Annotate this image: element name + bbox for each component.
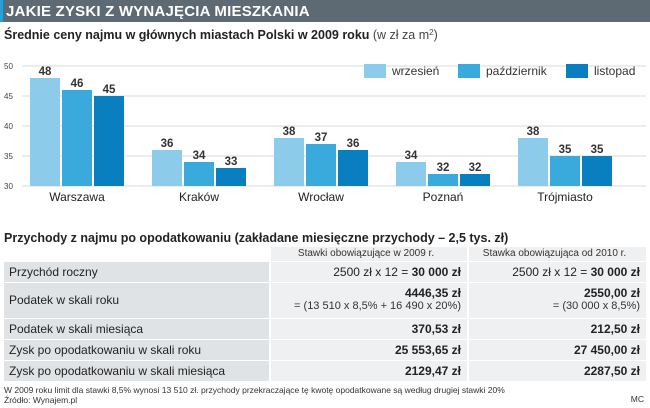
table-title: Przychody z najmu po opodatkowaniu (zakł… bbox=[4, 231, 509, 245]
header-bar: JAKIE ZYSKI Z WYNAJĘCIA MIESZKANIA bbox=[0, 0, 650, 22]
data-label: 34 bbox=[193, 150, 206, 162]
table-row: Zysk po opodatkowaniu w skali miesiąca 2… bbox=[4, 360, 646, 382]
bar bbox=[428, 174, 458, 186]
chart-title-main: Średnie ceny najmu w głównych miastach P… bbox=[4, 28, 370, 42]
cell-2010: 212,50 zł bbox=[467, 318, 646, 340]
legend-swatch bbox=[458, 64, 480, 78]
row-label: Podatek w skali roku bbox=[4, 282, 270, 319]
cell-2009: 2500 zł x 12 = 30 000 zł bbox=[269, 261, 468, 283]
bar bbox=[184, 162, 214, 186]
x-tick-label: Warszawa bbox=[49, 190, 105, 204]
cell-2010: 27 450,00 zł bbox=[467, 339, 646, 361]
legend-label: listopad bbox=[594, 64, 635, 78]
bar bbox=[582, 156, 612, 186]
bar bbox=[550, 156, 580, 186]
legend-label: październik bbox=[486, 64, 548, 78]
data-label: 35 bbox=[591, 144, 604, 156]
bar bbox=[460, 174, 490, 186]
income-table: Stawki obowiązujące w 2009 r. Stawka obo… bbox=[4, 247, 646, 382]
cell-2010: 2287,50 zł bbox=[467, 360, 646, 382]
data-label: 36 bbox=[161, 138, 174, 150]
page-title: JAKIE ZYSKI Z WYNAJĘCIA MIESZKANIA bbox=[0, 0, 310, 22]
legend-swatch bbox=[566, 64, 588, 78]
data-label: 33 bbox=[225, 156, 238, 168]
bar bbox=[338, 150, 368, 186]
row-label: Podatek w skali miesiąca bbox=[4, 318, 270, 340]
cell-2009: 370,53 zł bbox=[269, 318, 468, 340]
table-header-row: Stawki obowiązujące w 2009 r. Stawka obo… bbox=[4, 247, 646, 262]
legend-swatch bbox=[364, 64, 386, 78]
data-label: 45 bbox=[103, 84, 116, 96]
cell-2009: 25 553,65 zł bbox=[269, 339, 468, 361]
x-tick-label: Kraków bbox=[179, 190, 219, 204]
data-label: 37 bbox=[315, 132, 328, 144]
x-tick-label: Poznań bbox=[423, 190, 464, 204]
source-text: Źródło: Wynajem.pl bbox=[4, 395, 78, 405]
bar bbox=[306, 144, 336, 186]
y-tick-label: 50 bbox=[4, 62, 13, 71]
data-label: 32 bbox=[469, 162, 482, 174]
bar bbox=[62, 90, 92, 186]
x-tick-label: Wrocław bbox=[298, 190, 344, 204]
y-tick-label: 35 bbox=[4, 152, 13, 161]
x-tick-label: Trójmiasto bbox=[537, 190, 593, 204]
y-tick-label: 45 bbox=[4, 92, 13, 101]
column-header-2010: Stawka obowiązująca od 2010 r. bbox=[467, 247, 646, 262]
column-header-2009: Stawki obowiązujące w 2009 r. bbox=[269, 247, 468, 262]
cell-2009: 2129,47 zł bbox=[269, 360, 468, 382]
data-label: 36 bbox=[347, 138, 360, 150]
y-tick-label: 40 bbox=[4, 122, 13, 131]
table-row: Przychód roczny 2500 zł x 12 = 30 000 zł… bbox=[4, 261, 646, 283]
table-row: Podatek w skali roku 4446,35 zł = (13 51… bbox=[4, 282, 646, 319]
data-label: 35 bbox=[559, 144, 572, 156]
data-label: 32 bbox=[437, 162, 450, 174]
chart-title-unit: (w zł za m2) bbox=[372, 28, 438, 42]
data-label: 34 bbox=[405, 150, 418, 162]
chart-title: Średnie ceny najmu w głównych miastach P… bbox=[4, 28, 438, 42]
data-label: 48 bbox=[39, 66, 52, 78]
y-tick-label: 30 bbox=[4, 182, 13, 191]
row-label: Przychód roczny bbox=[4, 261, 270, 283]
data-label: 46 bbox=[71, 78, 84, 90]
row-label: Zysk po opodatkowaniu w skali roku bbox=[4, 339, 270, 361]
bar bbox=[30, 78, 60, 186]
table-row: Podatek w skali miesiąca 370,53 zł 212,5… bbox=[4, 318, 646, 340]
author-signature: MC bbox=[630, 394, 644, 404]
data-label: 38 bbox=[527, 126, 540, 138]
footnote: W 2009 roku limit dla stawki 8,5% wynosi… bbox=[4, 385, 505, 405]
data-label: 38 bbox=[283, 126, 296, 138]
bar-chart: 30 35 40 45 50 48 46 45 Warszawa 36 34 33 Kraków 38 37… bbox=[4, 62, 646, 204]
row-label: Zysk po opodatkowaniu w skali miesiąca bbox=[4, 360, 270, 382]
bar bbox=[396, 162, 426, 186]
table-row: Zysk po opodatkowaniu w skali roku 25 55… bbox=[4, 339, 646, 361]
cell-2010: 2550,00 zł = (30 000 x 8,5%) bbox=[467, 282, 646, 319]
bar bbox=[216, 168, 246, 186]
bar bbox=[94, 96, 124, 186]
footnote-text: W 2009 roku limit dla stawki 8,5% wynosi… bbox=[4, 385, 505, 395]
bar bbox=[274, 138, 304, 186]
bar bbox=[152, 150, 182, 186]
cell-2010: 2500 zł x 12 = 30 000 zł bbox=[467, 261, 646, 283]
header-empty-cell bbox=[4, 247, 270, 262]
cell-2009: 4446,35 zł = (13 510 x 8,5% + 16 490 x 2… bbox=[269, 282, 468, 319]
bar bbox=[518, 138, 548, 186]
legend-label: wrzesień bbox=[391, 64, 439, 78]
